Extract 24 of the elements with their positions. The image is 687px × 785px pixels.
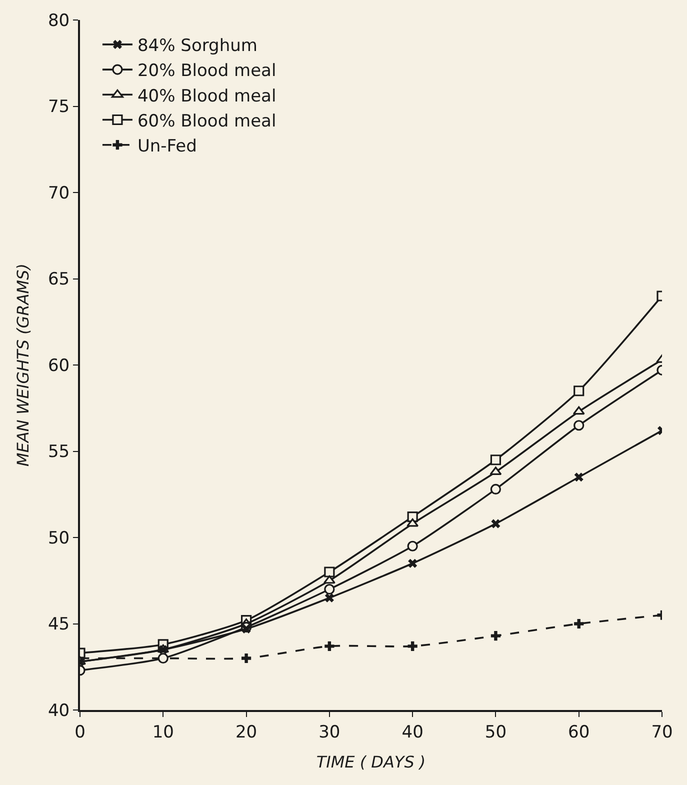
x-axis-title: TIME ( DAYS ) [316,752,426,772]
y-tick-label: 45 [48,614,70,635]
legend-label: Un-Fed [137,136,197,156]
y-tick-label: 75 [48,97,70,118]
x-tick-label: 10 [152,722,174,742]
y-tick-label: 80 [48,10,70,31]
y-tick-label: 55 [48,442,70,462]
x-tick-label: 30 [318,722,340,742]
legend-label: 40% Blood meal [137,86,276,106]
y-tick-label: 70 [48,183,70,204]
x-tick-label: 70 [651,722,673,742]
x-tick-label: 0 [74,722,86,742]
legend-label: 60% Blood meal [137,111,276,132]
y-tick-label: 50 [48,528,70,548]
x-tick-label: 50 [484,722,507,742]
y-tick-label: 60 [48,356,70,376]
legend-label: 84% Sorghum [137,36,258,56]
legend-label: 20% Blood meal [137,61,276,82]
x-tick-label: 40 [402,722,424,742]
x-tick-label: 60 [568,722,590,742]
x-tick-label: 20 [235,722,258,742]
y-tick-label: 40 [48,700,70,721]
y-tick-label: 65 [48,270,70,290]
y-axis-title: MEAN WEIGHTS (GRAMS) [13,264,32,466]
